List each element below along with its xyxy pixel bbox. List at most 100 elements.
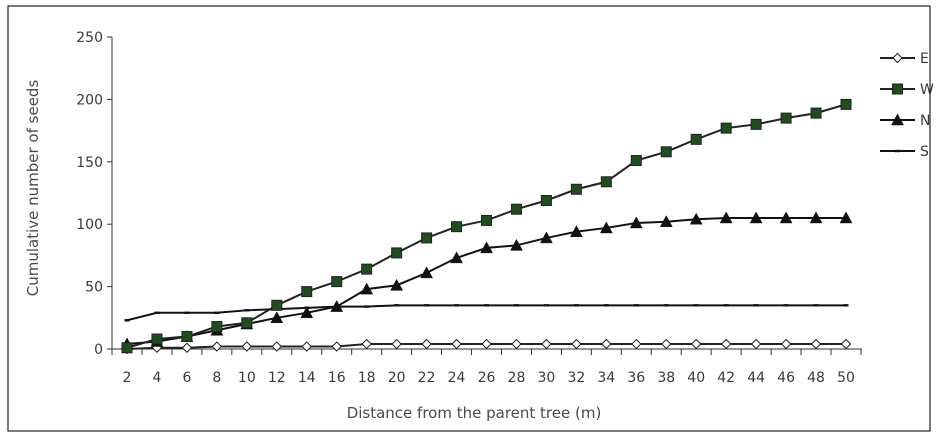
series-n-point [450, 251, 463, 264]
series-w-point [660, 146, 672, 158]
x-tick-label: 36 [627, 370, 645, 386]
legend-label-e: E [920, 51, 929, 67]
series-n-point [420, 266, 434, 279]
x-tick-label: 30 [538, 370, 556, 386]
x-tick-label: 6 [182, 370, 191, 386]
series-e-point [810, 338, 822, 350]
series-w-point [421, 232, 433, 244]
legend-label-n: N [920, 113, 930, 129]
series-e [121, 338, 852, 355]
series-e-point [481, 338, 492, 350]
series-n-point [390, 278, 404, 291]
series-n-point [569, 225, 583, 237]
y-tick-label: 150 [76, 155, 103, 171]
x-tick-label: 34 [597, 370, 615, 386]
series-n-point [480, 241, 493, 254]
series-w-point [690, 133, 702, 145]
series-e-point [571, 338, 582, 350]
series-e-point [421, 338, 432, 350]
series-e-point [211, 341, 223, 352]
series-e-point [631, 338, 642, 350]
legend-item-s: S [880, 144, 929, 160]
x-tick-label: 46 [777, 370, 795, 386]
x-tick-label: 50 [837, 370, 855, 386]
series-w-point [331, 276, 343, 288]
legend-label-w: W [920, 82, 934, 98]
series-w-point [510, 203, 522, 215]
x-tick-label: 16 [328, 370, 346, 386]
y-tick-label: 50 [85, 280, 103, 296]
y-tick-label: 200 [76, 92, 103, 108]
series-w-point [810, 107, 822, 119]
legend-item-w: W [880, 82, 934, 98]
series-n-point [749, 211, 763, 224]
x-tick-label: 38 [657, 370, 675, 386]
x-tick-label: 12 [268, 370, 286, 386]
series-n-point [809, 211, 823, 224]
series-w-point [451, 221, 463, 233]
series-e-point [780, 338, 792, 350]
series-w-point [720, 122, 732, 134]
series-w-point [630, 155, 642, 167]
x-tick-label: 26 [478, 370, 496, 386]
series-e-point [691, 338, 702, 350]
series-n-point [539, 231, 553, 244]
x-tick-label: 22 [418, 370, 436, 386]
series-w-point [570, 183, 582, 195]
legend-item-e: E [880, 51, 929, 67]
series-w-point [151, 333, 163, 345]
x-tick-label: 2 [123, 370, 132, 386]
series-w-point [840, 98, 852, 110]
series-n-point [300, 306, 314, 319]
x-axis-title: Distance from the parent tree (m) [347, 404, 602, 422]
series-e-point [840, 338, 852, 350]
series-n-point [839, 211, 853, 224]
series-w-point [301, 286, 313, 298]
series-n-point [659, 215, 673, 227]
x-tick-label: 18 [358, 370, 376, 386]
series-w-point [211, 321, 223, 333]
series-e-point [331, 341, 342, 352]
series-w-point [181, 331, 193, 343]
x-tick-label: 10 [238, 370, 256, 386]
series-e-point [661, 338, 672, 350]
series-n-point [270, 311, 284, 324]
series-e-point [451, 338, 462, 350]
series-e-point [391, 338, 402, 350]
series-e-point [301, 341, 312, 352]
x-tick-label: 40 [687, 370, 705, 386]
legend-marker-e [892, 52, 903, 64]
series-w-point [540, 194, 552, 206]
x-tick-label: 24 [448, 370, 466, 386]
series-w-point [750, 118, 762, 130]
series-layer [120, 98, 853, 355]
y-axis-title: Cumulative number of seeds [24, 80, 42, 297]
series-e-point [241, 341, 253, 352]
x-tick-label: 32 [567, 370, 585, 386]
series-w-point [241, 317, 253, 329]
series-e-point [511, 338, 522, 350]
series-w-point [361, 263, 373, 275]
series-e-point [750, 338, 762, 350]
series-n-point [629, 216, 643, 229]
series-e-point [271, 341, 282, 352]
series-w-point [271, 299, 283, 311]
x-tick-label: 42 [717, 370, 735, 386]
series-w-point [121, 342, 133, 354]
series-n-point [360, 282, 374, 295]
x-tick-label: 8 [212, 370, 221, 386]
legend-label-s: S [920, 144, 929, 160]
legend-item-n: N [880, 113, 930, 129]
series-w-point [481, 214, 492, 226]
series-n-point [510, 238, 523, 251]
series-e-point [361, 338, 372, 350]
series-n-point [330, 300, 344, 312]
series-w-point [600, 176, 612, 188]
series-n-point [719, 211, 733, 224]
series-w-point [780, 112, 792, 124]
x-tick-label: 4 [152, 370, 161, 386]
series-e-point [720, 338, 732, 350]
series-n-point [779, 211, 793, 224]
